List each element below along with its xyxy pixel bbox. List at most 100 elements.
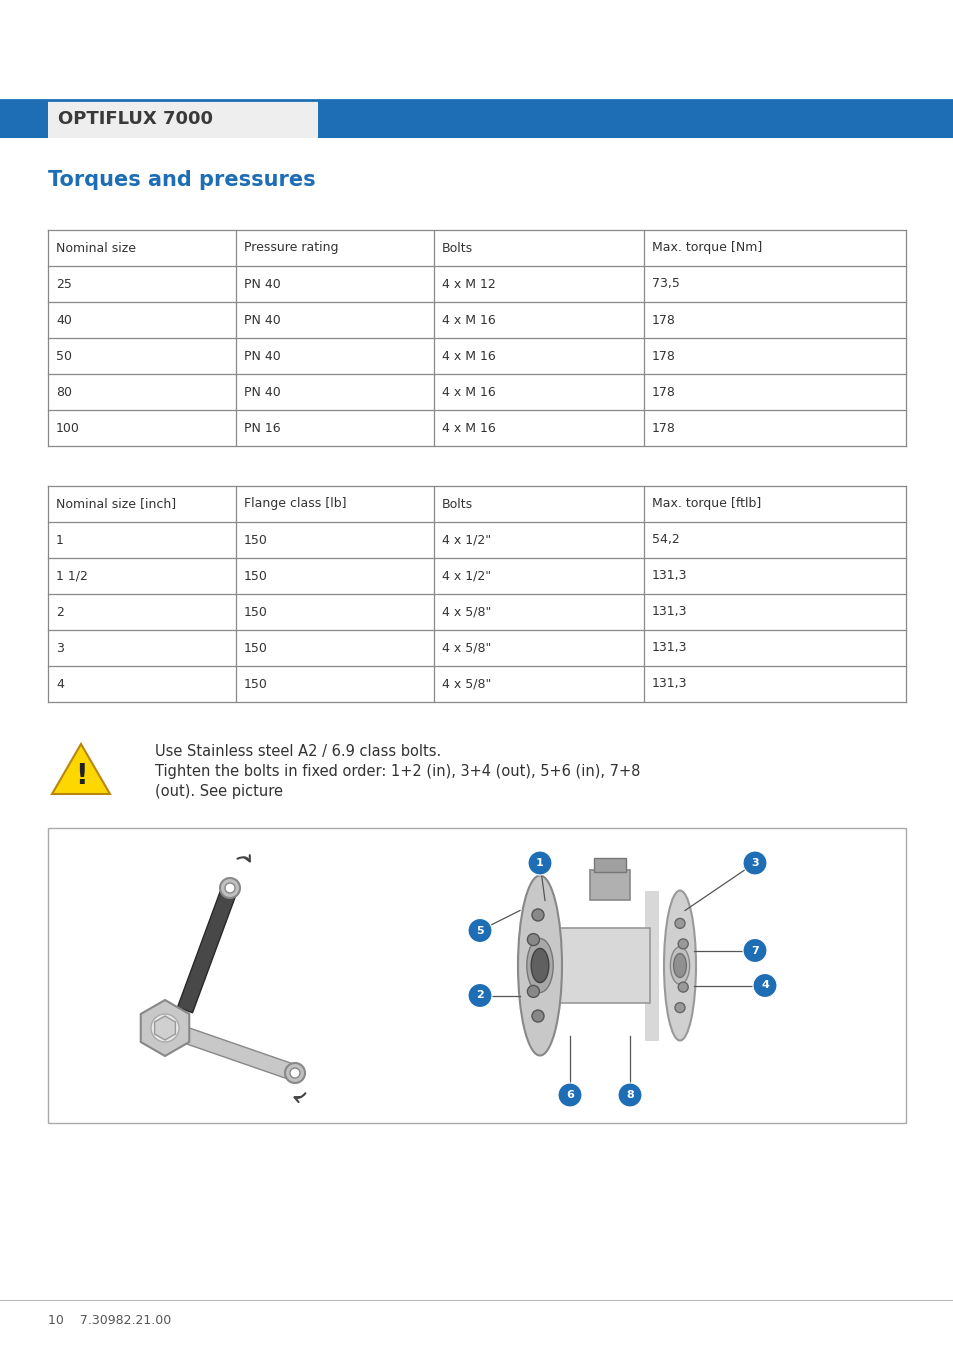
Text: 4 x M 12: 4 x M 12 xyxy=(441,277,496,291)
Text: 100: 100 xyxy=(56,422,80,434)
Text: 150: 150 xyxy=(244,677,268,691)
Text: PN 40: PN 40 xyxy=(244,385,280,399)
Polygon shape xyxy=(52,744,110,794)
Circle shape xyxy=(527,850,552,875)
Circle shape xyxy=(678,938,687,949)
Text: 4: 4 xyxy=(760,980,768,991)
Circle shape xyxy=(742,850,766,875)
Circle shape xyxy=(678,982,687,992)
Text: PN 40: PN 40 xyxy=(244,277,280,291)
Text: 1: 1 xyxy=(56,534,64,546)
Text: 4 x 1/2": 4 x 1/2" xyxy=(441,534,491,546)
Circle shape xyxy=(675,1003,684,1013)
Text: 4 x 5/8": 4 x 5/8" xyxy=(441,641,491,654)
Circle shape xyxy=(151,1014,179,1042)
Circle shape xyxy=(468,918,492,942)
Text: 4 x M 16: 4 x M 16 xyxy=(441,350,496,362)
Text: 178: 178 xyxy=(651,385,675,399)
Circle shape xyxy=(752,973,776,998)
Ellipse shape xyxy=(517,876,561,1056)
Circle shape xyxy=(527,934,538,945)
Text: 7: 7 xyxy=(750,945,758,956)
Text: 6: 6 xyxy=(565,1090,574,1101)
Text: 131,3: 131,3 xyxy=(651,606,687,618)
Text: 8: 8 xyxy=(625,1090,633,1101)
Circle shape xyxy=(558,1083,581,1107)
Ellipse shape xyxy=(673,953,685,977)
Text: 4 x M 16: 4 x M 16 xyxy=(441,314,496,326)
Text: 4 x 1/2": 4 x 1/2" xyxy=(441,569,491,583)
Bar xyxy=(644,891,659,1041)
Text: Tighten the bolts in fixed order: 1+2 (in), 3+4 (out), 5+6 (in), 7+8: Tighten the bolts in fixed order: 1+2 (i… xyxy=(154,764,639,779)
Text: Max. torque [Nm]: Max. torque [Nm] xyxy=(651,242,761,254)
Text: 131,3: 131,3 xyxy=(651,677,687,691)
Text: 178: 178 xyxy=(651,350,675,362)
Text: 4: 4 xyxy=(56,677,64,691)
Circle shape xyxy=(220,877,240,898)
Text: 4 x M 16: 4 x M 16 xyxy=(441,385,496,399)
Text: 2: 2 xyxy=(476,991,483,1000)
Circle shape xyxy=(532,909,543,921)
Text: 178: 178 xyxy=(651,314,675,326)
Bar xyxy=(0,100,48,138)
Polygon shape xyxy=(177,886,237,1013)
Polygon shape xyxy=(141,1000,189,1056)
Text: PN 40: PN 40 xyxy=(244,314,280,326)
Text: Bolts: Bolts xyxy=(441,242,473,254)
Bar xyxy=(550,927,649,1003)
Polygon shape xyxy=(162,1021,297,1080)
Text: 5: 5 xyxy=(476,926,483,936)
Text: Nominal size [inch]: Nominal size [inch] xyxy=(56,498,176,511)
Text: (out). See picture: (out). See picture xyxy=(154,784,283,799)
Text: 10    7.30982.21.00: 10 7.30982.21.00 xyxy=(48,1314,172,1326)
Text: Use Stainless steel A2 / 6.9 class bolts.: Use Stainless steel A2 / 6.9 class bolts… xyxy=(154,744,441,758)
Text: Max. torque [ftlb]: Max. torque [ftlb] xyxy=(651,498,760,511)
Circle shape xyxy=(527,986,538,998)
Ellipse shape xyxy=(526,938,553,992)
Text: Nominal size: Nominal size xyxy=(56,242,136,254)
Text: 2: 2 xyxy=(56,606,64,618)
Ellipse shape xyxy=(663,891,696,1041)
Bar xyxy=(594,859,625,872)
Bar xyxy=(317,100,953,138)
Text: 131,3: 131,3 xyxy=(651,569,687,583)
Text: 25: 25 xyxy=(56,277,71,291)
Circle shape xyxy=(290,1068,299,1078)
Circle shape xyxy=(618,1083,641,1107)
Text: 4 x 5/8": 4 x 5/8" xyxy=(441,606,491,618)
Text: 131,3: 131,3 xyxy=(651,641,687,654)
Polygon shape xyxy=(154,1015,175,1040)
Text: 3: 3 xyxy=(56,641,64,654)
Text: 54,2: 54,2 xyxy=(651,534,679,546)
Text: OPTIFLUX 7000: OPTIFLUX 7000 xyxy=(58,110,213,128)
Circle shape xyxy=(742,938,766,963)
Text: 50: 50 xyxy=(56,350,71,362)
Circle shape xyxy=(225,883,234,894)
Text: Flange class [lb]: Flange class [lb] xyxy=(244,498,346,511)
Text: 150: 150 xyxy=(244,641,268,654)
Text: 4 x M 16: 4 x M 16 xyxy=(441,422,496,434)
Text: 80: 80 xyxy=(56,385,71,399)
Text: 178: 178 xyxy=(651,422,675,434)
Bar xyxy=(48,827,905,1124)
Text: !: ! xyxy=(74,763,88,790)
Bar xyxy=(589,869,629,900)
Ellipse shape xyxy=(670,946,689,984)
Text: 40: 40 xyxy=(56,314,71,326)
Circle shape xyxy=(468,983,492,1007)
Text: Pressure rating: Pressure rating xyxy=(244,242,338,254)
Text: 1 1/2: 1 1/2 xyxy=(56,569,88,583)
Circle shape xyxy=(285,1063,305,1083)
Circle shape xyxy=(532,1010,543,1022)
Text: 1: 1 xyxy=(536,859,543,868)
Text: 3: 3 xyxy=(750,859,758,868)
Text: Bolts: Bolts xyxy=(441,498,473,511)
Text: 150: 150 xyxy=(244,606,268,618)
Ellipse shape xyxy=(531,948,548,983)
Text: 4 x 5/8": 4 x 5/8" xyxy=(441,677,491,691)
Text: 150: 150 xyxy=(244,534,268,546)
Circle shape xyxy=(675,918,684,929)
Text: Torques and pressures: Torques and pressures xyxy=(48,170,315,191)
Text: 150: 150 xyxy=(244,569,268,583)
Text: 73,5: 73,5 xyxy=(651,277,679,291)
